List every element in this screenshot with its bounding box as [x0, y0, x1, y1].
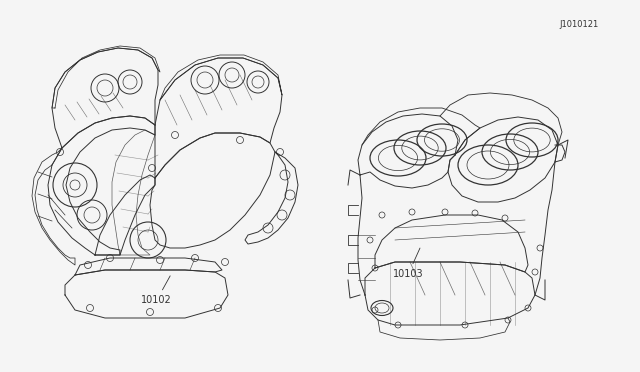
Text: J1010121: J1010121	[559, 20, 598, 29]
Text: 10103: 10103	[393, 248, 424, 279]
Text: 10102: 10102	[141, 276, 172, 305]
